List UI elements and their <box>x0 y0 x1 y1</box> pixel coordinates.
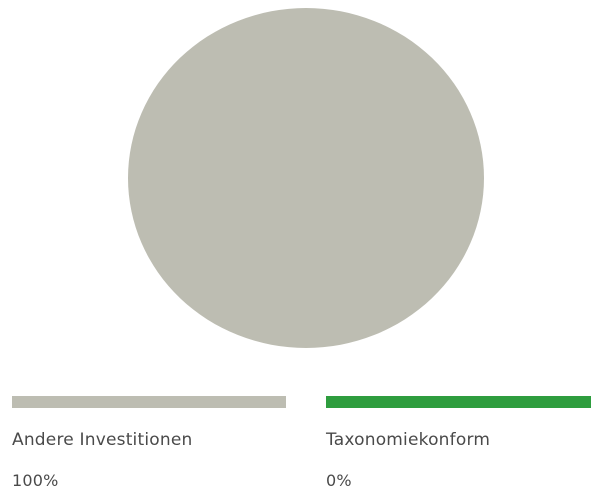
slice-value-label: 0% <box>326 471 352 490</box>
pie-slice-andere-investitionen <box>128 8 484 348</box>
legend-swatch <box>326 396 591 408</box>
legend-item-andere-investitionen: Andere Investitionen 100% <box>12 396 286 490</box>
legend-label: Andere Investitionen <box>12 430 192 450</box>
pie-slices <box>128 8 484 348</box>
legend-swatch <box>12 396 286 408</box>
legend-item-taxonomiekonform: Taxonomiekonform 0% <box>325 396 591 490</box>
legend-label: Taxonomiekonform <box>325 430 490 450</box>
slice-value-label: 100% <box>12 471 59 490</box>
